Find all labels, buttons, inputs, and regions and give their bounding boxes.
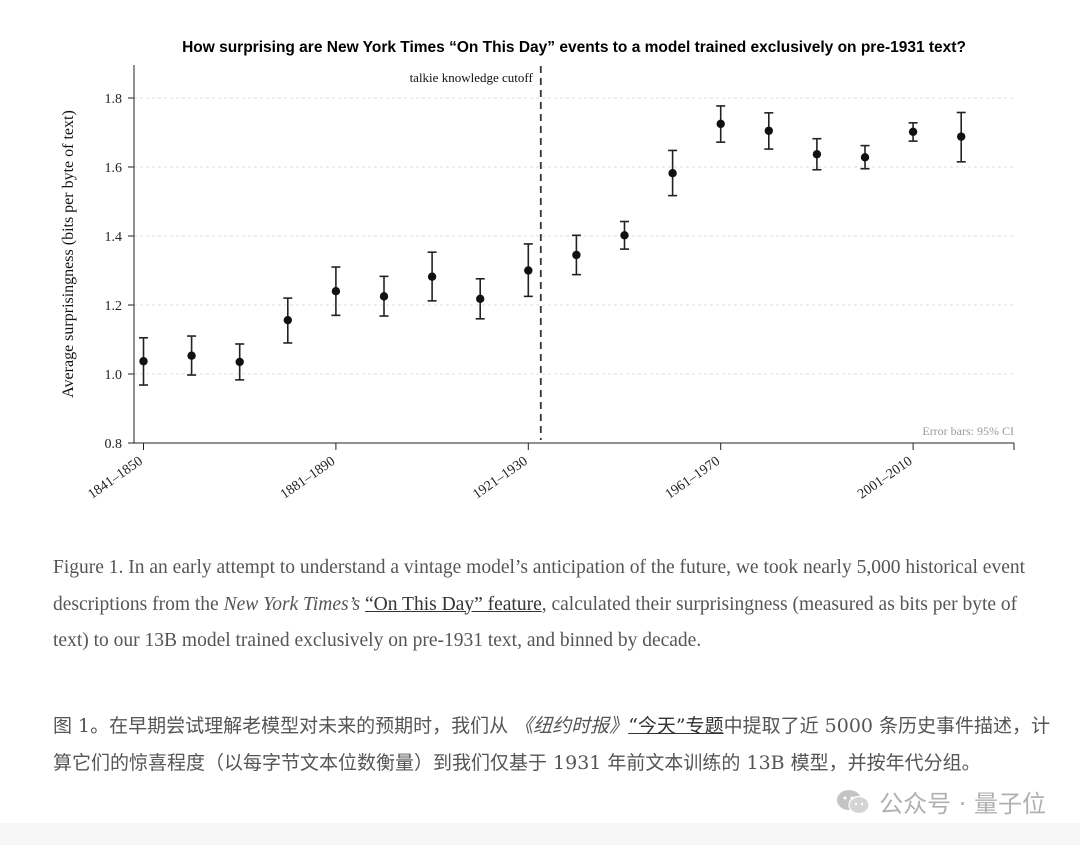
axes <box>133 65 1014 444</box>
data-point <box>187 335 197 376</box>
x-tick-label: 1921–1930 <box>470 454 530 502</box>
data-point <box>956 111 966 163</box>
point-marker <box>812 150 822 159</box>
caption-chinese: 图 1。在早期尝试理解老模型对未来的预期时，我们从 《纽约时报》“今天”专题中提… <box>53 708 1053 782</box>
data-point <box>860 144 870 170</box>
data-point <box>379 275 389 317</box>
point-marker <box>668 169 677 178</box>
caption-en-link[interactable]: “On This Day” feature <box>365 593 542 615</box>
y-tick-label: 1.2 <box>105 299 123 314</box>
point-marker <box>957 132 966 141</box>
point-marker <box>187 351 196 360</box>
point-marker <box>427 272 437 281</box>
point-marker <box>908 127 918 137</box>
y-ticks: 0.8 1.0 1.2 1.4 1.6 1.8 <box>105 92 134 452</box>
chart-title: How surprising are New York Times “On Th… <box>182 39 966 56</box>
y-tick-label: 0.8 <box>105 437 123 452</box>
caption-zh-text-2: 中提取了近 5000 条历史事件描述，计算它们的惊喜程度（以每字节文本位数衡量）… <box>53 715 1051 774</box>
caption-en-text-1: Figure 1. In an early attempt to underst… <box>53 557 1026 615</box>
caption-en-text-2: , calculated their surprisingness (measu… <box>53 593 1018 652</box>
data-point <box>331 266 341 317</box>
watermark: 公众号 · 量子位 <box>835 784 1046 819</box>
caption-zh-source: 《纽约时报》 <box>514 715 629 737</box>
y-tick-label: 1.8 <box>105 92 123 107</box>
point-marker <box>716 119 725 129</box>
x-tick-label: 1961–1970 <box>663 454 723 502</box>
data-point <box>764 112 774 150</box>
caption-zh-text-1: 图 1。在早期尝试理解老模型对未来的预期时，我们从 <box>53 715 515 737</box>
cutoff-line: talkie knowledge cutoff <box>410 66 542 440</box>
point-marker <box>860 153 870 162</box>
data-point <box>908 122 918 142</box>
x-tick-label: 1841–1850 <box>86 454 146 502</box>
data-point <box>139 336 148 386</box>
point-marker <box>764 126 773 135</box>
point-marker <box>572 250 581 260</box>
caption-english: Figure 1. In an early attempt to underst… <box>53 550 1053 660</box>
y-tick-label: 1.4 <box>105 230 123 245</box>
caption-zh-link[interactable]: “今天”专题 <box>628 715 724 737</box>
data-point <box>812 137 822 171</box>
data-point <box>620 220 629 250</box>
caption-en-source: New York Times’s <box>223 593 361 615</box>
data-point <box>716 105 726 143</box>
point-marker <box>139 357 148 366</box>
chart: How surprising are New York Times “On Th… <box>60 39 1015 502</box>
data-point <box>235 343 245 381</box>
data-point <box>571 234 581 276</box>
point-marker <box>283 315 292 325</box>
error-bar-note: Error bars: 95% CI <box>922 424 1014 438</box>
data-point <box>523 243 533 298</box>
watermark-text: 公众号 · 量子位 <box>879 790 1046 818</box>
x-tick-label: 1881–1890 <box>278 454 338 502</box>
y-tick-label: 1.6 <box>105 161 123 176</box>
point-marker <box>379 292 389 301</box>
x-ticks: 1841–1850 1881–1890 1921–1930 1961–1970 2001… <box>86 443 1015 502</box>
point-marker <box>331 287 341 296</box>
data-point <box>668 149 678 197</box>
data-point <box>427 251 437 302</box>
point-marker <box>476 294 485 303</box>
wechat-icon <box>837 789 870 814</box>
data-point <box>283 297 293 344</box>
data-point <box>475 277 485 320</box>
point-marker <box>620 231 629 240</box>
point-marker <box>524 266 533 275</box>
cutoff-label: talkie knowledge cutoff <box>410 70 534 85</box>
data-points <box>139 105 966 386</box>
x-tick-label: 2001–2010 <box>855 454 915 502</box>
y-axis-label: Average surprisingness (bits per byte of… <box>60 110 77 398</box>
y-tick-label: 1.0 <box>105 368 123 383</box>
point-marker <box>235 357 244 367</box>
bottom-strip <box>0 823 1080 845</box>
